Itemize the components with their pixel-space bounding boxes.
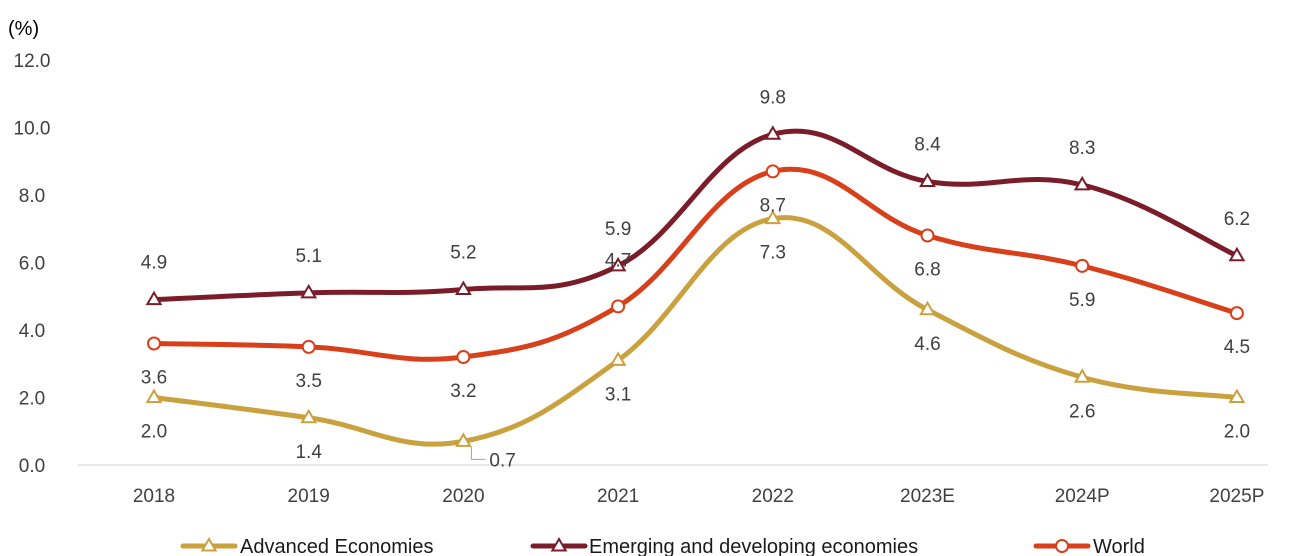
advanced-economies-point xyxy=(1073,368,1091,383)
world-data-label: 4.7 xyxy=(605,250,631,271)
advanced-economies-series xyxy=(145,209,1246,447)
world-data-label: 8.7 xyxy=(760,195,786,216)
emerging-economies-data-label: 5.2 xyxy=(450,243,476,264)
advanced-economies-point xyxy=(300,408,318,424)
advanced-economies-point xyxy=(455,432,472,447)
emerging-economies-point xyxy=(455,280,472,296)
advanced-economies-line xyxy=(151,215,1240,447)
y-tick-label: 8.0 xyxy=(19,186,45,207)
emerging-economies-data-label: 8.3 xyxy=(1069,138,1095,159)
y-tick-label: 12.0 xyxy=(14,51,51,72)
world-point xyxy=(1229,306,1244,321)
emerging-economies-point xyxy=(764,125,782,140)
advanced-economies-data-label: 0.7 xyxy=(489,450,515,471)
world-point xyxy=(611,299,626,314)
world-point xyxy=(1075,258,1090,273)
emerging-economies-point xyxy=(1228,246,1246,262)
world-data-label: 3.5 xyxy=(295,371,321,392)
x-tick-label: 2018 xyxy=(133,486,175,507)
legend-item-emerging-economies: Emerging and developing economies xyxy=(530,536,918,556)
legend-label: Emerging and developing economies xyxy=(589,536,918,556)
advanced-economies-point xyxy=(919,300,936,316)
x-tick-label: 2020 xyxy=(442,486,484,507)
legend-item-advanced-economies: Advanced Economies xyxy=(180,536,433,556)
emerging-economies-line xyxy=(151,128,1240,303)
world-point xyxy=(301,339,316,354)
advanced-economies-point xyxy=(145,388,163,404)
y-tick-label: 2.0 xyxy=(19,389,45,410)
advanced-economies-point xyxy=(609,351,627,366)
x-tick-label: 2022 xyxy=(752,486,794,507)
x-tick-label: 2019 xyxy=(288,486,330,507)
world-point xyxy=(765,164,780,179)
emerging-economies-data-label: 6.2 xyxy=(1224,209,1250,230)
legend-label: World xyxy=(1093,536,1145,556)
emerging-economies-data-label: 4.9 xyxy=(141,253,167,274)
legend-advanced-economies-point xyxy=(200,536,218,552)
y-tick-label: 10.0 xyxy=(14,119,51,140)
legend: Advanced Economies Emerging and developin… xyxy=(180,536,1145,556)
y-tick-label: 4.0 xyxy=(19,321,45,342)
world-point xyxy=(456,350,471,364)
x-tick-label: 2021 xyxy=(597,486,639,507)
y-unit-label: (%) xyxy=(8,18,39,40)
world-line xyxy=(151,166,1240,362)
world-data-label: 3.6 xyxy=(141,368,167,389)
advanced-economies-data-label: 1.4 xyxy=(295,442,322,463)
emerging-economies-point xyxy=(919,172,936,188)
x-tick-label: 2024P xyxy=(1055,486,1110,507)
x-tick-label: 2025P xyxy=(1209,486,1264,507)
emerging-economies-data-label: 5.9 xyxy=(605,219,631,240)
series-group: 2.0 1.4 0.7 3.1 7.3 4.6 2.6 2.0 4.9 5.1 5.2 5.9 9.8 8… xyxy=(141,87,1250,471)
emerging-economies-point xyxy=(609,256,627,272)
emerging-economies-data-label: 9.8 xyxy=(760,87,786,108)
emerging-economies-series xyxy=(145,125,1246,306)
world-data-label: 6.8 xyxy=(914,260,940,281)
advanced-economies-data-label: 2.6 xyxy=(1069,401,1095,422)
world-point xyxy=(147,336,161,351)
emerging-economies-point xyxy=(1073,175,1091,191)
legend-label: Advanced Economies xyxy=(240,536,433,556)
world-data-label: 5.9 xyxy=(1069,290,1095,311)
world-data-label: 4.5 xyxy=(1224,337,1250,358)
legend-emerging-economies-point xyxy=(550,536,568,552)
data-labels: 2.0 1.4 0.7 3.1 7.3 4.6 2.6 2.0 4.9 5.1 5.2 5.9 9.8 8… xyxy=(141,87,1250,471)
legend-world-point xyxy=(1055,539,1069,553)
advanced-economies-data-label: 7.3 xyxy=(760,243,786,264)
emerging-economies-point xyxy=(300,283,318,299)
x-axis-ticks: 2018 2019 2020 2021 2022 2023E 2024P 2025P xyxy=(133,486,1265,507)
advanced-economies-point xyxy=(1228,388,1246,404)
legend-item-world: World xyxy=(1033,536,1145,556)
advanced-economies-data-label: 3.1 xyxy=(605,384,631,405)
world-series xyxy=(147,164,1244,364)
leader-line xyxy=(470,446,486,460)
y-tick-label: 6.0 xyxy=(19,254,45,275)
x-tick-label: 2023E xyxy=(900,486,955,507)
advanced-economies-data-label: 2.0 xyxy=(141,422,167,443)
emerging-economies-data-label: 5.1 xyxy=(295,246,321,267)
world-point xyxy=(920,228,935,243)
emerging-economies-data-label: 8.4 xyxy=(914,135,941,156)
emerging-economies-point xyxy=(145,290,163,306)
advanced-economies-data-label: 4.6 xyxy=(914,334,940,355)
y-axis-ticks: 0.0 2.0 4.0 6.0 8.0 10.0 12.0 xyxy=(14,51,51,477)
advanced-economies-point xyxy=(764,209,782,225)
advanced-economies-data-label: 2.0 xyxy=(1224,422,1250,443)
world-data-label: 3.2 xyxy=(450,381,476,402)
y-tick-label: 0.0 xyxy=(19,456,45,477)
